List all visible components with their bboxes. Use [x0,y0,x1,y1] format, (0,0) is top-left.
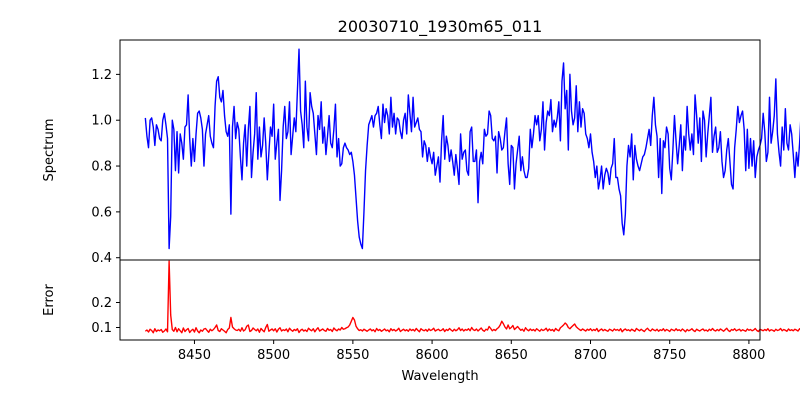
error-y-tick-label: 0.2 [91,296,112,311]
spectrum-y-tick-label: 0.4 [91,251,112,266]
spectrum-series-line [144,48,800,250]
x-tick-label: 8700 [574,348,607,363]
spectrum-panel: 0.4 0.6 0.8 1.0 1.2 Spectrum [42,39,800,266]
x-axis-label: Wavelength [401,369,478,384]
error-panel: 0.10.2 8450 8500 8550 8600 8650 8700 8750 8800 … [42,259,800,384]
x-tick-label: 8600 [416,348,449,363]
spectrum-y-axis-label: Spectrum [42,119,57,182]
error-y-axis-label: Error [42,284,57,316]
x-tick-label: 8450 [178,348,211,363]
chart-title: 20030710_1930m65_011 [338,17,543,37]
spectrum-y-tick-label: 0.6 [91,205,112,220]
x-tick-label: 8550 [336,348,369,363]
spectrum-y-tick-label: 0.8 [91,160,112,175]
error-x-ticks: 8450 8500 8550 8600 8650 8700 8750 8800 [178,340,765,363]
spectrum-y-ticks: 0.4 0.6 0.8 1.0 1.2 [91,68,120,266]
x-tick-label: 8750 [653,348,686,363]
spectrum-y-tick-label: 1.2 [91,68,112,83]
error-series-line [144,260,800,334]
x-tick-label: 8500 [257,348,290,363]
error-y-ticks: 0.1 0.2 [91,296,120,336]
x-tick-label: 8650 [495,348,528,363]
spectrum-y-tick-label: 1.0 [91,114,112,129]
error-plot-frame [119,259,761,341]
error-y-tick-label: 0.1 [91,321,112,336]
x-tick-label: 8800 [732,348,765,363]
